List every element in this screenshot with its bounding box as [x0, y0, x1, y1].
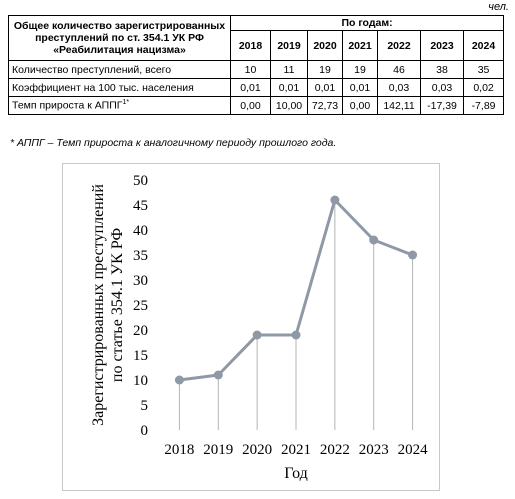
data-point: [213, 370, 223, 380]
data-point: [252, 330, 262, 340]
data-point: [174, 375, 184, 385]
chart-frame: [62, 163, 440, 491]
y-tick-label: 5: [141, 398, 149, 414]
y-tick-label: 35: [133, 248, 148, 264]
table-cell: 0,01: [230, 78, 271, 97]
year-header: 2024: [462, 30, 505, 61]
x-tick-label: 2024: [398, 442, 429, 458]
year-header: 2019: [270, 30, 308, 61]
y-tick-label: 20: [133, 323, 148, 339]
table-header-main: Общее количество зарегистрированных прес…: [8, 15, 231, 61]
y-tick-label: 0: [141, 423, 149, 439]
y-tick-label: 40: [133, 223, 148, 239]
drop-lines: [178, 200, 414, 430]
x-tick-label: 2020: [242, 442, 272, 458]
y-tick-label: 45: [133, 198, 148, 214]
y-tick-label: 10: [133, 373, 148, 389]
footnote: * АППГ – Темп прироста к аналогичному пе…: [10, 137, 337, 149]
x-tick-label: 2018: [164, 442, 194, 458]
y-tick-label: 50: [133, 173, 148, 189]
x-axis-ticks: 2018 2019 2020 2021 2022 2023 2024: [164, 442, 428, 458]
y-axis-title-line: Зарегистрированных преступлений: [90, 184, 107, 426]
table-cell: 0,00: [230, 96, 271, 115]
x-axis-title: Год: [284, 465, 308, 482]
statistics-table: Общее количество зарегистрированных прес…: [8, 15, 505, 115]
row-label-footnote-mark: 1*: [122, 99, 130, 107]
x-tick-label: 2023: [359, 442, 389, 458]
x-tick-label: 2021: [281, 442, 311, 458]
table-row: Темп прироста к АППГ1* 0,00 10,00 72,73 …: [8, 96, 505, 115]
x-tick-label: 2022: [320, 442, 350, 458]
table-cell: -7,89: [462, 96, 505, 115]
table-row: Количество преступлений, всего 10 11 19 …: [8, 60, 505, 79]
data-point: [369, 235, 379, 245]
y-axis-title-line: по статье 354.1 УК РФ: [109, 228, 126, 382]
y-axis-ticks: 0 5 10 15 20 25 30 35 40 45 50: [133, 173, 148, 439]
row-label-text: Темп прироста к АППГ: [12, 99, 123, 112]
year-header: 2022: [377, 30, 421, 61]
year-header: 2023: [420, 30, 464, 61]
data-point: [330, 195, 340, 205]
year-header: 2021: [342, 30, 378, 61]
data-point: [408, 250, 418, 260]
data-points: [174, 195, 418, 385]
table-cell: -17,39: [420, 96, 464, 115]
y-tick-label: 25: [133, 298, 148, 314]
data-point: [291, 330, 301, 340]
table-cell: 10,00: [270, 96, 308, 115]
year-header: 2020: [307, 30, 343, 61]
y-tick-label: 30: [133, 273, 148, 289]
table-cell: 0,01: [342, 78, 378, 97]
x-tick-label: 2019: [203, 442, 233, 458]
unit-label: чел.: [488, 1, 509, 13]
y-tick-label: 15: [133, 348, 148, 364]
